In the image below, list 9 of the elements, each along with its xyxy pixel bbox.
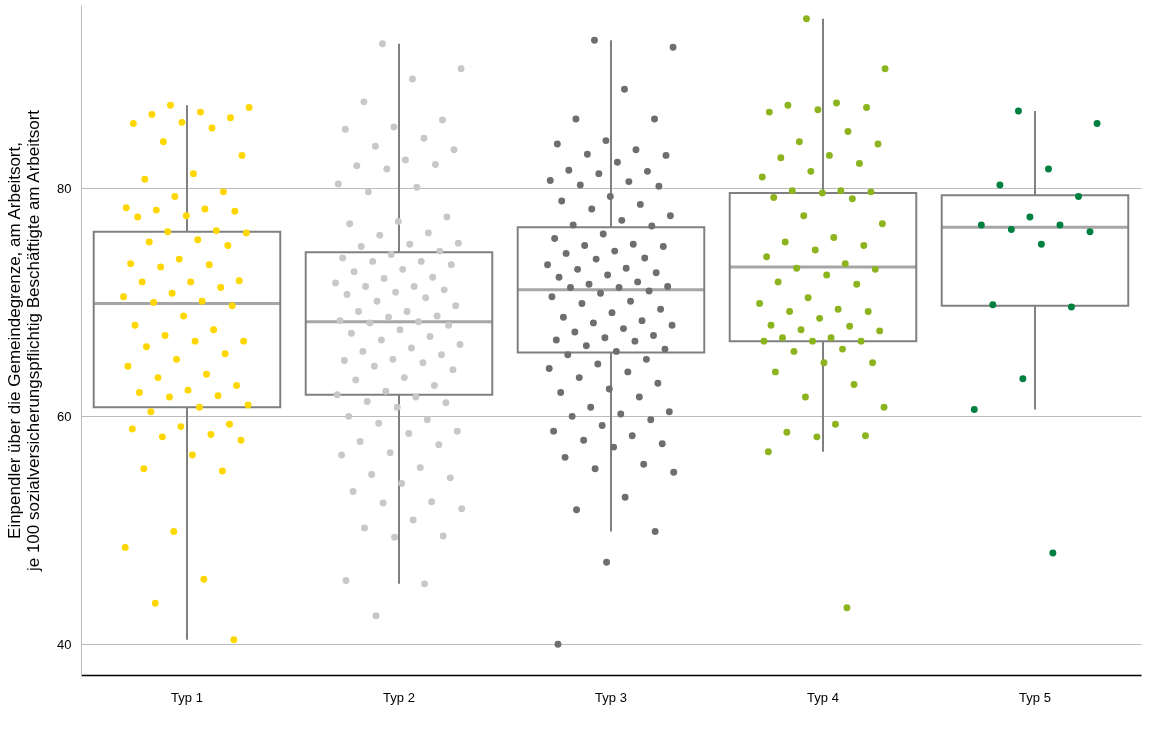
- x-tick-label: Typ 1: [171, 689, 203, 705]
- y-tick-label: 60: [57, 408, 72, 424]
- y-tick-label: 40: [57, 636, 72, 652]
- x-tick-label: Typ 4: [807, 689, 839, 705]
- x-tick-label: Typ 5: [1019, 689, 1051, 705]
- y-axis-title: Einpendler über die Gemeindegrenze, am Arbeitsort, je 100 sozialversicherungspflichtig Beschäftigte am Arbeitsort: [5, 109, 44, 573]
- x-tick-label: Typ 3: [595, 689, 627, 705]
- y-tick-label: 80: [57, 180, 72, 196]
- x-tick-label: Typ 2: [383, 689, 415, 705]
